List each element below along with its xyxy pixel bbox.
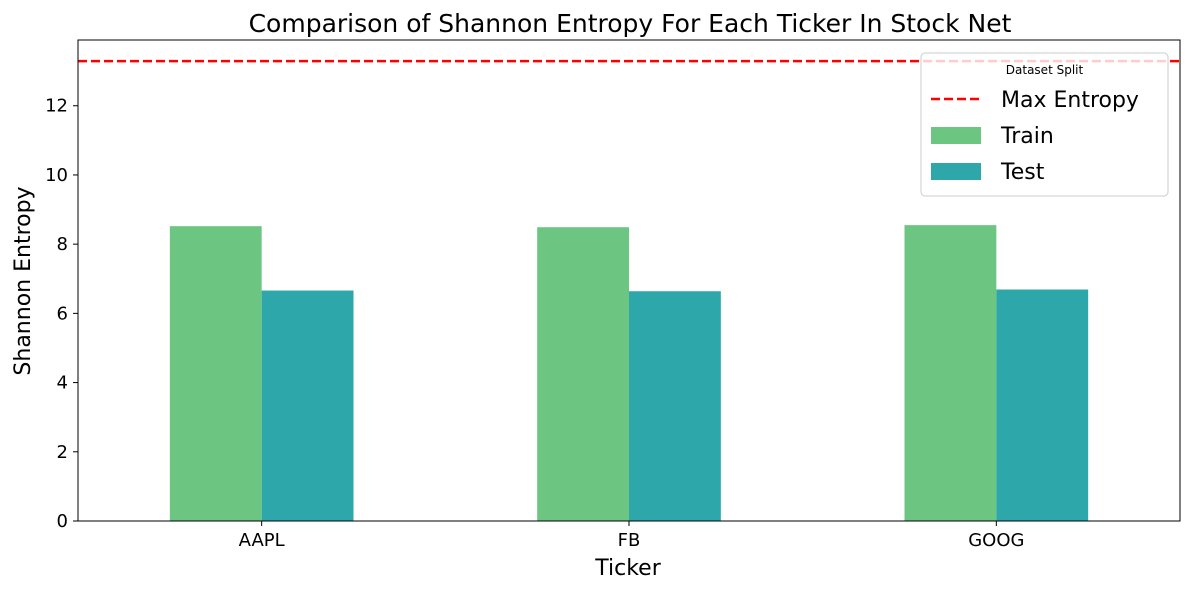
x-tick-label-goog: GOOG	[968, 530, 1024, 551]
x-tick-label-aapl: AAPL	[239, 530, 285, 551]
bar-test-goog	[996, 289, 1089, 521]
legend-title: Dataset Split	[1006, 63, 1084, 77]
y-axis-label: Shannon Entropy	[11, 186, 36, 375]
bar-test-aapl	[261, 290, 354, 521]
legend-swatch-test	[931, 163, 981, 180]
bar-train-aapl	[169, 226, 262, 522]
bar-train-fb	[537, 227, 629, 521]
y-tick-label: 4	[57, 373, 68, 394]
x-axis-label: Ticker	[594, 556, 661, 581]
y-tick-label: 12	[45, 96, 68, 117]
x-tick-label-fb: FB	[618, 530, 641, 551]
legend-swatch-train	[931, 127, 981, 144]
legend-label-train: Train	[1000, 124, 1054, 149]
legend-label-test: Test	[1000, 160, 1045, 185]
y-tick-label: 2	[57, 442, 68, 463]
y-tick-label: 10	[45, 165, 68, 186]
y-tick-label: 8	[57, 234, 68, 255]
y-tick-label: 0	[57, 511, 68, 532]
legend: Dataset Split Max Entropy Train Test	[920, 52, 1169, 197]
bar-train-goog	[904, 225, 997, 521]
x-ticks-group: AAPL FB GOOG	[239, 521, 1024, 551]
chart-title: Comparison of Shannon Entropy For Each T…	[249, 9, 1012, 38]
y-ticks-group: 0 2 4 6 8 10 12	[45, 96, 78, 532]
bars-group	[169, 225, 1089, 522]
legend-label-max-entropy: Max Entropy	[1001, 88, 1139, 113]
bar-test-fb	[629, 291, 721, 521]
legend-box	[920, 52, 1169, 197]
y-tick-label: 6	[57, 303, 68, 324]
